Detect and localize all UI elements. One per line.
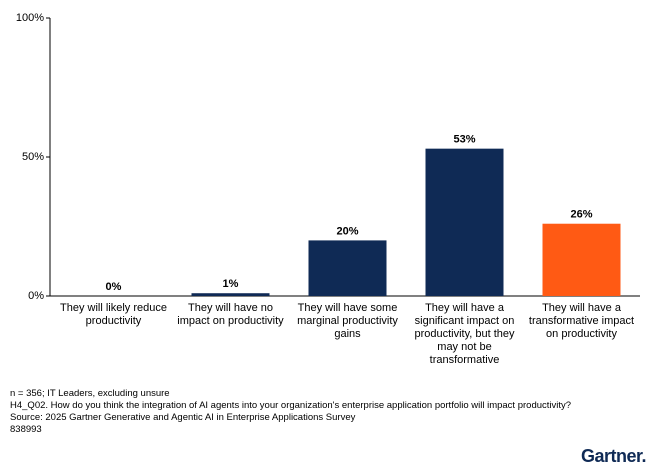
bar — [425, 148, 504, 296]
footnote: n = 356; IT Leaders, excluding unsure — [10, 388, 170, 399]
brand-logo: Gartner. — [580, 446, 647, 466]
footnote: 838993 — [10, 424, 42, 435]
bar — [308, 240, 387, 296]
x-tick-label: They will have a transformative impact o… — [528, 302, 635, 340]
value-label: 26% — [570, 209, 592, 221]
value-label: 1% — [223, 278, 239, 290]
y-tick-label: 0% — [28, 290, 44, 302]
value-label: 20% — [336, 225, 358, 237]
x-tick-label: They will have no impact on productivity — [177, 302, 284, 327]
x-tick-label: They will have a significant impact on p… — [414, 302, 515, 366]
value-label: 0% — [106, 281, 122, 293]
y-tick-label: 50% — [22, 151, 44, 163]
bar — [542, 223, 621, 296]
x-tick-label: They will have some marginal productivit… — [297, 302, 398, 340]
value-label: 53% — [453, 134, 475, 146]
footnote: H4_Q02. How do you think the integration… — [10, 400, 572, 411]
x-tick-label: They will likely reduce productivity — [60, 302, 167, 327]
y-tick-label: 100% — [16, 12, 44, 24]
footnote: Source: 2025 Gartner Generative and Agen… — [10, 412, 356, 423]
bar — [191, 293, 270, 296]
